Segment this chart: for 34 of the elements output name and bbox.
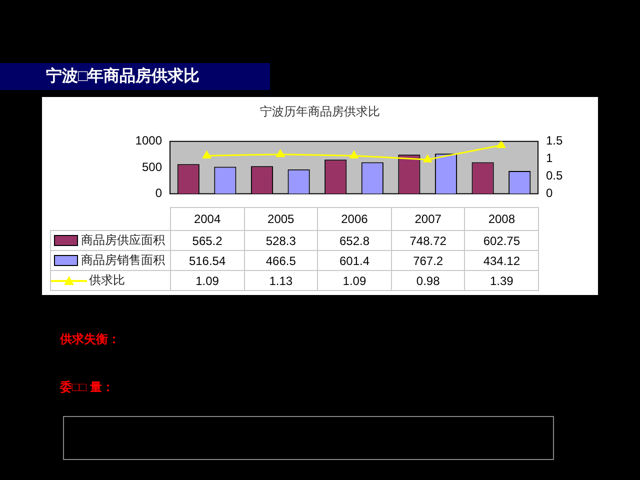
data-label: 767.2 xyxy=(391,250,465,270)
x-tick-label: 2005 xyxy=(244,208,318,230)
text: 宁波□年商品房供求比 xyxy=(0,63,270,90)
data-label: 601.4 xyxy=(318,250,392,270)
data-label: 466.5 xyxy=(244,250,318,270)
x-tick-label: 2006 xyxy=(318,208,392,230)
legend-label: 商品房供应面积 xyxy=(81,233,165,247)
x-tick-label: 2007 xyxy=(391,208,465,230)
data-label: 1.09 xyxy=(170,270,244,290)
data-label: 602.75 xyxy=(464,230,538,250)
y2-tick-label: 0.5 xyxy=(546,168,564,183)
data-label: 1.09 xyxy=(318,270,392,290)
chart-title: 宁波历年商品房供求比 xyxy=(260,104,380,119)
data-label: 1.39 xyxy=(464,270,538,290)
legend-label: 商品房销售面积 xyxy=(81,253,165,267)
y-tick-label: 1000 xyxy=(135,134,162,148)
text: 供求失衡： xyxy=(60,331,120,348)
data-label: 748.72 xyxy=(391,230,465,250)
x-tick-label: 2008 xyxy=(464,208,538,230)
y2-tick-label: 1.5 xyxy=(546,134,564,148)
text: 委□□ 量： xyxy=(60,379,114,396)
y2-tick-label: 1 xyxy=(546,151,553,166)
y-tick-label: 0 xyxy=(155,186,162,200)
y-tick-label: 500 xyxy=(142,160,162,174)
data-label: 434.12 xyxy=(464,250,538,270)
data-label: 516.54 xyxy=(170,250,244,270)
data-label: 652.8 xyxy=(318,230,392,250)
data-label: 0.98 xyxy=(391,270,465,290)
x-tick-label: 2004 xyxy=(170,208,244,230)
data-label: 1.13 xyxy=(244,270,318,290)
data-label: 528.3 xyxy=(244,230,318,250)
legend-label: 供求比 xyxy=(89,273,125,287)
data-label: 565.2 xyxy=(170,230,244,250)
y2-tick-label: 0 xyxy=(546,186,553,200)
